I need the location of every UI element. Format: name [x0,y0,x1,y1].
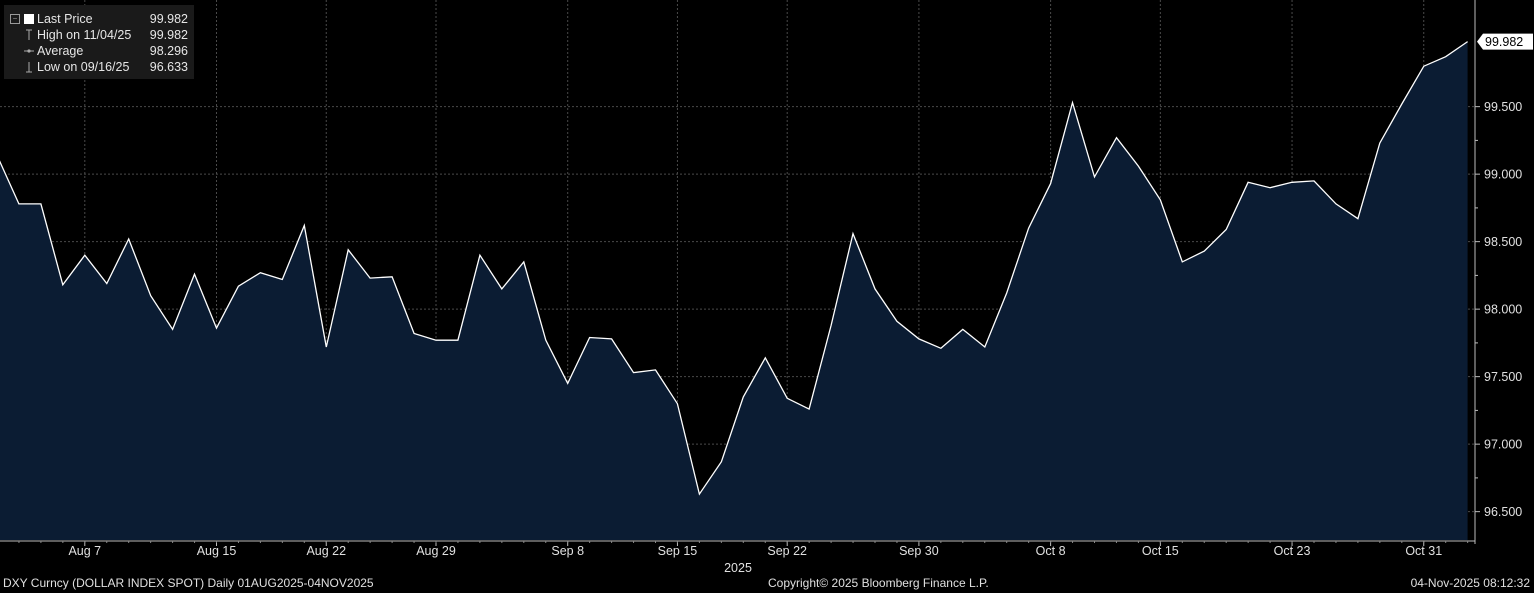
x-tick-label: Aug 15 [197,544,237,558]
x-tick-label: Aug 22 [306,544,346,558]
legend-row-high[interactable]: High on 11/04/25 99.982 [10,27,188,43]
y-tick-label: 96.500 [1484,505,1522,519]
price-area [0,41,1468,540]
last-price-tag: 99.982 [1477,33,1533,50]
x-tick-label: Oct 8 [1036,544,1066,558]
x-tick-label: Oct 23 [1274,544,1311,558]
legend-panel: − Last Price 99.982 High on 11/04/25 99.… [4,5,194,79]
y-tick-label: 98.000 [1484,303,1522,317]
y-tick-label: 97.500 [1484,370,1522,384]
footer-copyright: Copyright© 2025 Bloomberg Finance L.P. [768,576,989,590]
x-tick-label: Oct 31 [1405,544,1442,558]
y-tick-label: 97.000 [1484,438,1522,452]
x-tick-label: Oct 15 [1142,544,1179,558]
legend-low-label: Low on 09/16/25 [37,60,130,74]
legend-last-price-value: 99.982 [149,12,188,26]
legend-high-value: 99.982 [149,28,188,42]
x-tick-label: Aug 29 [416,544,456,558]
y-tick-label: 99.000 [1484,168,1522,182]
low-marker-icon [26,62,32,73]
legend-average-label: Average [37,44,84,58]
x-tick-label: Sep 8 [551,544,584,558]
y-tick-label: 99.500 [1484,100,1522,114]
collapse-toggle-icon[interactable]: − [10,14,20,24]
legend-row-last-price[interactable]: − Last Price 99.982 [10,11,188,27]
y-tick-label: 98.500 [1484,235,1522,249]
last-price-tag-label: 99.982 [1485,35,1523,49]
x-axis-labels: Aug 7 Aug 15 Aug 22 Aug 29 Sep 8 Sep 15 Sep 22… [18,541,1469,558]
footer-security-description: DXY Curncy (DOLLAR INDEX SPOT) Daily 01A… [3,576,374,590]
y-axis-labels: 96.500 97.000 97.500 98.000 98.500 99.000 99.5… [1475,100,1522,519]
legend-row-average[interactable]: Average 98.296 [10,43,188,59]
last-price-swatch-icon [24,14,34,24]
average-marker-icon [24,49,34,53]
x-tick-label: Sep 30 [899,544,939,558]
legend-low-value: 96.633 [149,60,188,74]
legend-last-price-label: Last Price [37,12,93,26]
legend-row-low[interactable]: Low on 09/16/25 96.633 [10,59,188,75]
price-line [0,41,1468,496]
x-tick-label: Sep 15 [658,544,698,558]
high-marker-icon [26,29,32,40]
legend-average-value: 98.296 [149,44,188,58]
footer-timestamp: 04-Nov-2025 08:12:32 [1410,576,1530,590]
x-tick-label: Sep 22 [767,544,807,558]
legend-high-label: High on 11/04/25 [37,28,132,42]
x-axis-year-label: 2025 [724,561,752,575]
x-tick-label: Aug 7 [68,544,101,558]
